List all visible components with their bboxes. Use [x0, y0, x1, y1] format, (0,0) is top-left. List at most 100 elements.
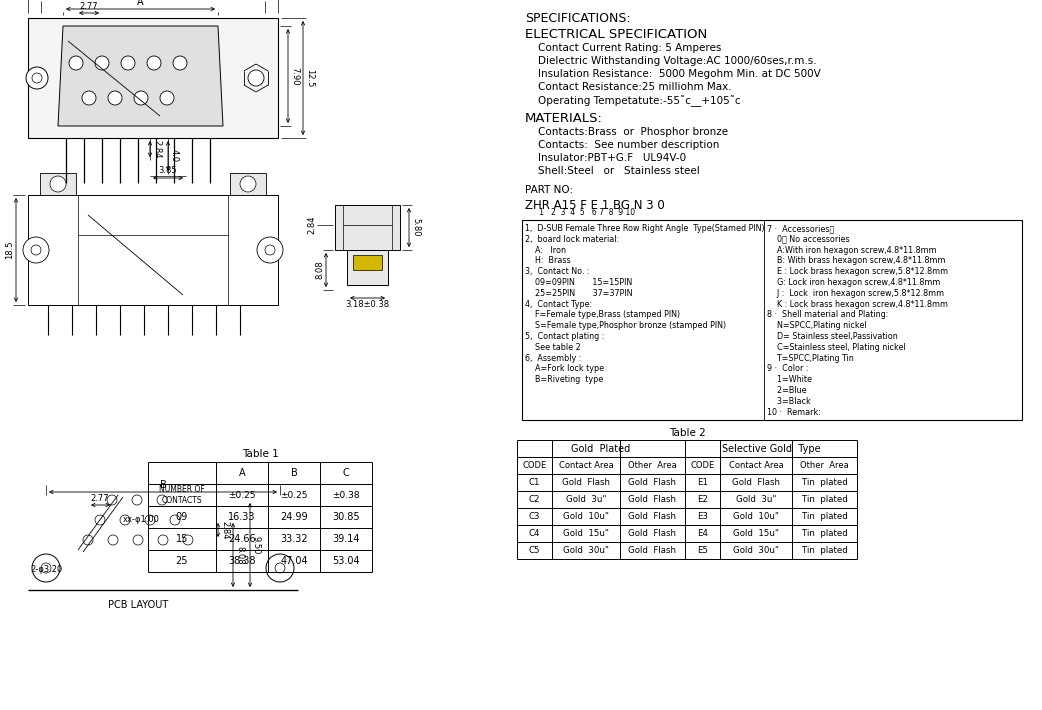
Circle shape [147, 56, 162, 70]
Text: 0： No accessories: 0： No accessories [767, 235, 849, 244]
Bar [353, 255, 382, 270]
Text: CODE: CODE [691, 462, 715, 471]
Text: H:  Brass: H: Brass [525, 256, 571, 266]
Text: Contacts:  See number description: Contacts: See number description [525, 140, 719, 150]
Circle shape [50, 176, 66, 192]
Text: Insulator:PBT+G.F   UL94V-0: Insulator:PBT+G.F UL94V-0 [525, 153, 686, 163]
Text: K : Lock brass hexagon screw,4.8*11.8mm: K : Lock brass hexagon screw,4.8*11.8mm [767, 300, 948, 309]
Text: 09=09PIN       15=15PIN: 09=09PIN 15=15PIN [525, 278, 632, 287]
Text: 2,  board lock material:: 2, board lock material: [525, 235, 619, 244]
Text: 1   2  3  4  5   6 7  8  9 10: 1 2 3 4 5 6 7 8 9 10 [525, 208, 636, 217]
Text: 39.14: 39.14 [332, 534, 359, 544]
Text: E3: E3 [697, 513, 708, 521]
Text: 5.80: 5.80 [411, 218, 420, 236]
Text: 3.85: 3.85 [158, 166, 177, 175]
Circle shape [133, 535, 143, 545]
Text: A: A [239, 468, 245, 478]
Bar [28, 18, 278, 138]
Circle shape [240, 176, 256, 192]
Text: 53.04: 53.04 [332, 556, 359, 566]
Text: Gold  3u": Gold 3u" [736, 496, 776, 504]
Text: Tin  plated: Tin plated [801, 496, 847, 504]
Text: B=Riveting  type: B=Riveting type [525, 375, 603, 384]
Circle shape [145, 515, 155, 525]
Circle shape [32, 73, 42, 83]
Text: Gold  Flash: Gold Flash [628, 530, 676, 538]
Text: SPECIFICATIONS:: SPECIFICATIONS: [525, 12, 630, 25]
Text: B: B [159, 480, 167, 490]
Circle shape [32, 554, 60, 582]
Circle shape [82, 91, 96, 105]
Circle shape [108, 91, 122, 105]
Text: 4,  Contact Type:: 4, Contact Type: [525, 300, 592, 309]
Text: N=SPCC,Plating nickel: N=SPCC,Plating nickel [767, 321, 867, 330]
Text: ±0.25: ±0.25 [228, 491, 255, 500]
Text: C5: C5 [528, 547, 540, 555]
Circle shape [108, 535, 118, 545]
Text: 1=White: 1=White [767, 375, 812, 384]
Text: 25: 25 [176, 556, 189, 566]
Text: Gold  Flash: Gold Flash [628, 513, 676, 521]
Circle shape [170, 515, 180, 525]
Text: Insulation Resistance:  5000 Megohm Min. at DC 500V: Insulation Resistance: 5000 Megohm Min. … [525, 69, 821, 79]
Bar [230, 173, 266, 195]
Circle shape [95, 56, 109, 70]
Circle shape [23, 237, 49, 263]
Text: 1,  D-SUB Female Three Row Right Angle  Type(Stamed PIN): 1, D-SUB Female Three Row Right Angle Ty… [525, 224, 765, 233]
Text: Tin  plated: Tin plated [801, 479, 847, 487]
Text: 9 ·  Color :: 9 · Color : [767, 364, 809, 373]
Text: E : Lock brass hexagon screw,5.8*12.8mm: E : Lock brass hexagon screw,5.8*12.8mm [767, 267, 948, 276]
Circle shape [41, 563, 51, 573]
Text: xx-φ1.00: xx-φ1.00 [123, 515, 159, 525]
Circle shape [157, 495, 167, 505]
Text: Selective Gold  Type: Selective Gold Type [722, 444, 820, 454]
Text: Gold  15u": Gold 15u" [733, 530, 779, 538]
Text: Gold  Flash: Gold Flash [628, 479, 676, 487]
Text: C4: C4 [528, 530, 540, 538]
Text: Gold  10u": Gold 10u" [563, 513, 609, 521]
Text: Gold  30u": Gold 30u" [563, 547, 609, 555]
Text: 24.66: 24.66 [228, 534, 256, 544]
Text: 3.18±0.38: 3.18±0.38 [345, 300, 389, 309]
Text: PART NO:: PART NO: [525, 185, 573, 195]
Circle shape [83, 535, 93, 545]
Circle shape [183, 535, 193, 545]
Text: CODE: CODE [522, 462, 547, 471]
Text: E1: E1 [697, 479, 708, 487]
Text: A=Fork lock type: A=Fork lock type [525, 364, 604, 373]
Circle shape [95, 515, 105, 525]
Circle shape [69, 56, 83, 70]
Text: Gold  Flash: Gold Flash [628, 547, 676, 555]
Text: B: B [291, 468, 297, 478]
Text: A: A [138, 0, 144, 7]
Text: Gold  Flash: Gold Flash [628, 496, 676, 504]
Text: Tin  plated: Tin plated [801, 530, 847, 538]
Circle shape [121, 56, 135, 70]
Text: G: Lock iron hexagon screw,4.8*11.8mm: G: Lock iron hexagon screw,4.8*11.8mm [767, 278, 940, 287]
Text: Other  Area: Other Area [628, 462, 677, 471]
Text: 3,  Contact No. :: 3, Contact No. : [525, 267, 590, 276]
Circle shape [173, 56, 187, 70]
Circle shape [31, 245, 41, 255]
Text: 25=25PIN       37=37PIN: 25=25PIN 37=37PIN [525, 289, 632, 297]
Circle shape [265, 245, 275, 255]
Text: E4: E4 [697, 530, 708, 538]
Text: See table 2: See table 2 [525, 343, 580, 351]
Text: Tin  plated: Tin plated [801, 547, 847, 555]
Text: F=Female type,Brass (stamped PIN): F=Female type,Brass (stamped PIN) [525, 310, 680, 320]
Text: 3=Black: 3=Black [767, 397, 811, 406]
Text: Gold  10u": Gold 10u" [733, 513, 779, 521]
Circle shape [160, 91, 174, 105]
Text: C3: C3 [528, 513, 540, 521]
Bar [347, 250, 388, 285]
Text: 12.5: 12.5 [305, 69, 314, 87]
Text: 7 ·  Accessories：: 7 · Accessories： [767, 224, 835, 233]
Text: E5: E5 [697, 547, 708, 555]
Text: C=Stainless steel, Plating nickel: C=Stainless steel, Plating nickel [767, 343, 905, 351]
Text: Tin  plated: Tin plated [801, 513, 847, 521]
Text: Contacts:Brass  or  Phosphor bronze: Contacts:Brass or Phosphor bronze [525, 127, 728, 137]
Text: 4.0: 4.0 [170, 149, 179, 163]
Text: 33.32: 33.32 [280, 534, 307, 544]
Text: 8.08: 8.08 [315, 261, 324, 279]
Text: 18.5: 18.5 [5, 241, 14, 259]
